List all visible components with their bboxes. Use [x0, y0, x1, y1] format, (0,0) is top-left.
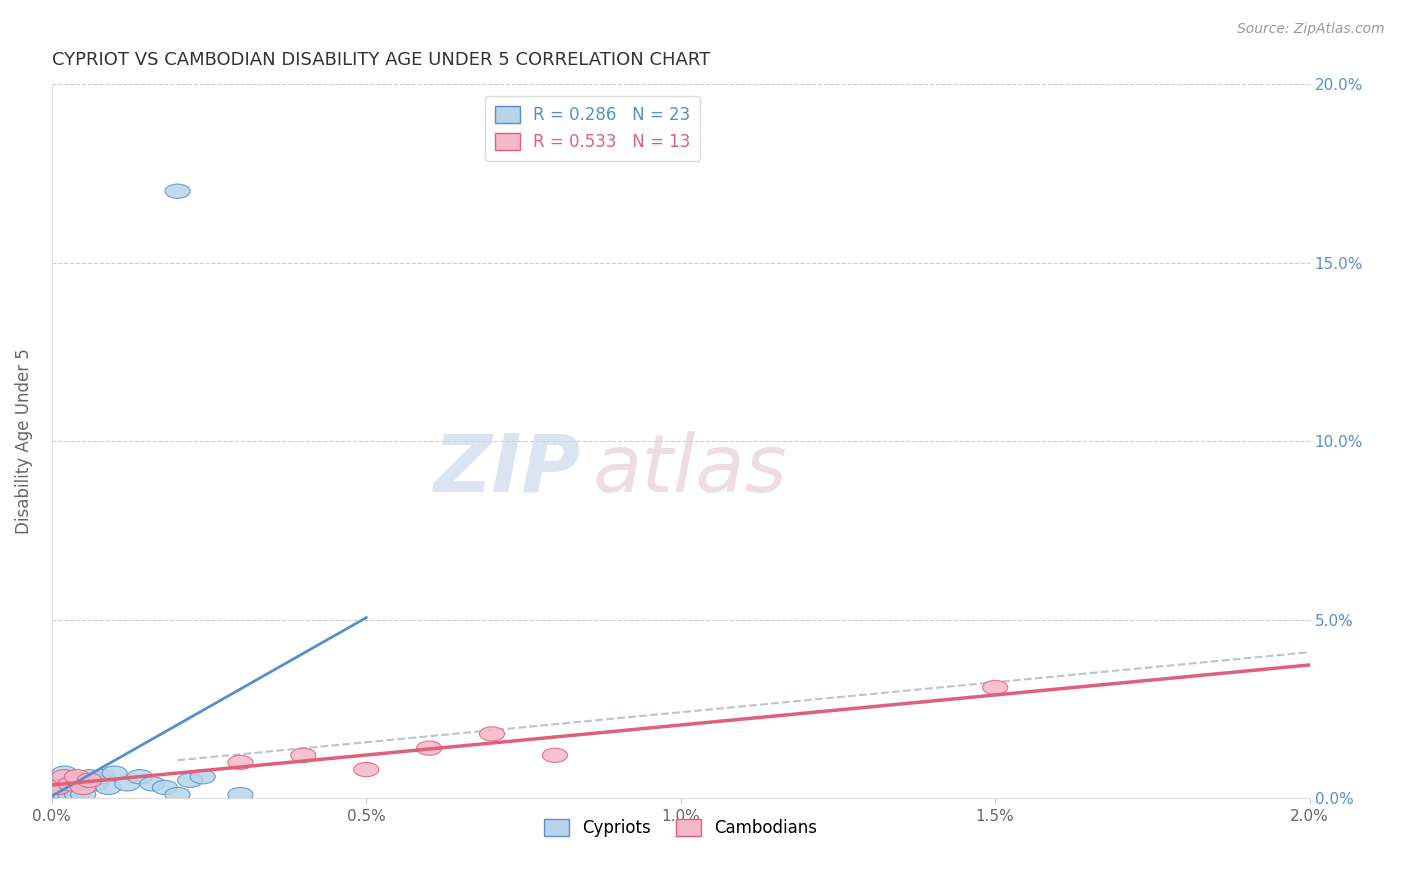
Ellipse shape — [65, 788, 90, 802]
Ellipse shape — [45, 773, 70, 788]
Ellipse shape — [90, 770, 115, 784]
Ellipse shape — [70, 780, 96, 795]
Ellipse shape — [165, 184, 190, 198]
Ellipse shape — [52, 780, 77, 795]
Ellipse shape — [127, 770, 152, 784]
Ellipse shape — [83, 777, 108, 791]
Ellipse shape — [291, 748, 316, 763]
Text: atlas: atlas — [593, 431, 787, 508]
Ellipse shape — [77, 770, 103, 784]
Text: CYPRIOT VS CAMBODIAN DISABILITY AGE UNDER 5 CORRELATION CHART: CYPRIOT VS CAMBODIAN DISABILITY AGE UNDE… — [52, 51, 710, 69]
Ellipse shape — [983, 681, 1008, 695]
Ellipse shape — [45, 784, 70, 798]
Ellipse shape — [77, 773, 103, 788]
Ellipse shape — [115, 777, 139, 791]
Ellipse shape — [58, 780, 83, 795]
Ellipse shape — [479, 727, 505, 741]
Ellipse shape — [70, 788, 96, 802]
Ellipse shape — [65, 773, 90, 788]
Ellipse shape — [45, 780, 70, 795]
Ellipse shape — [58, 777, 83, 791]
Ellipse shape — [65, 770, 90, 784]
Ellipse shape — [58, 788, 83, 802]
Ellipse shape — [228, 756, 253, 770]
Ellipse shape — [165, 788, 190, 802]
Ellipse shape — [228, 788, 253, 802]
Ellipse shape — [543, 748, 568, 763]
Ellipse shape — [139, 777, 165, 791]
Ellipse shape — [52, 770, 77, 784]
Legend: Cypriots, Cambodians: Cypriots, Cambodians — [537, 812, 824, 843]
Ellipse shape — [177, 773, 202, 788]
Ellipse shape — [416, 741, 441, 756]
Ellipse shape — [152, 780, 177, 795]
Ellipse shape — [354, 763, 378, 777]
Text: Source: ZipAtlas.com: Source: ZipAtlas.com — [1237, 22, 1385, 37]
Text: ZIP: ZIP — [433, 431, 581, 508]
Y-axis label: Disability Age Under 5: Disability Age Under 5 — [15, 348, 32, 534]
Ellipse shape — [190, 770, 215, 784]
Ellipse shape — [52, 766, 77, 780]
Ellipse shape — [103, 766, 127, 780]
Ellipse shape — [96, 780, 121, 795]
